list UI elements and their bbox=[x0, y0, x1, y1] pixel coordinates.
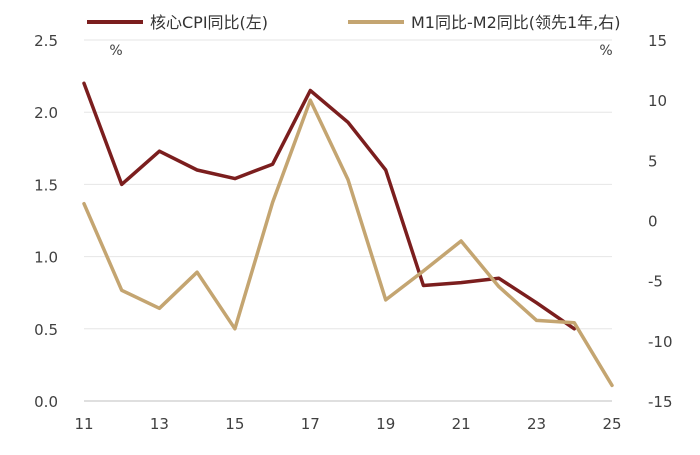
series-lines bbox=[82, 81, 614, 388]
legend-label: 核心CPI同比(左) bbox=[150, 13, 268, 32]
y-right-unit-label: % bbox=[599, 43, 612, 59]
core-cpi-line bbox=[82, 81, 577, 331]
y-left-tick-label: 2.5 bbox=[34, 32, 58, 50]
y-left-tick-label: 1.5 bbox=[34, 176, 58, 194]
y-left-tick-label: 0.5 bbox=[34, 321, 58, 339]
x-tick-label: 15 bbox=[225, 415, 244, 433]
y-right-tick-label: 10 bbox=[648, 92, 667, 110]
x-tick-label: 19 bbox=[376, 415, 395, 433]
x-tick-label: 21 bbox=[452, 415, 471, 433]
y-right-tick-label: -15 bbox=[648, 393, 673, 411]
y-right-tick-label: -10 bbox=[648, 333, 673, 351]
y-right-tick-label: -5 bbox=[648, 273, 663, 291]
axes: 0.0 0.5 1.0 1.5 2.0 2.5 -15 -10 -5 0 5 10 15% % 11 13 15… bbox=[34, 32, 672, 433]
x-tick-label: 17 bbox=[301, 415, 320, 433]
m1-m2-line bbox=[82, 98, 614, 388]
y-right-tick-label: 5 bbox=[648, 152, 658, 170]
y-right-tick-label: 0 bbox=[648, 213, 658, 231]
y-left-tick-label: 0.0 bbox=[34, 393, 58, 411]
x-tick-label: 23 bbox=[527, 415, 546, 433]
x-tick-label: 25 bbox=[602, 415, 621, 433]
y-left-tick-label: 1.0 bbox=[34, 249, 58, 267]
y-left-unit-label: % bbox=[109, 43, 122, 59]
x-tick-label: 13 bbox=[150, 415, 169, 433]
legend-label: M1同比-M2同比(领先1年,右) bbox=[411, 13, 621, 32]
legend: 核心CPI同比(左) M1同比-M2同比(领先1年,右) bbox=[87, 13, 621, 32]
grid bbox=[84, 39, 612, 402]
x-tick-label: 11 bbox=[74, 415, 93, 433]
y-left-tick-label: 2.0 bbox=[34, 104, 58, 122]
y-right-tick-label: 15 bbox=[648, 32, 667, 50]
